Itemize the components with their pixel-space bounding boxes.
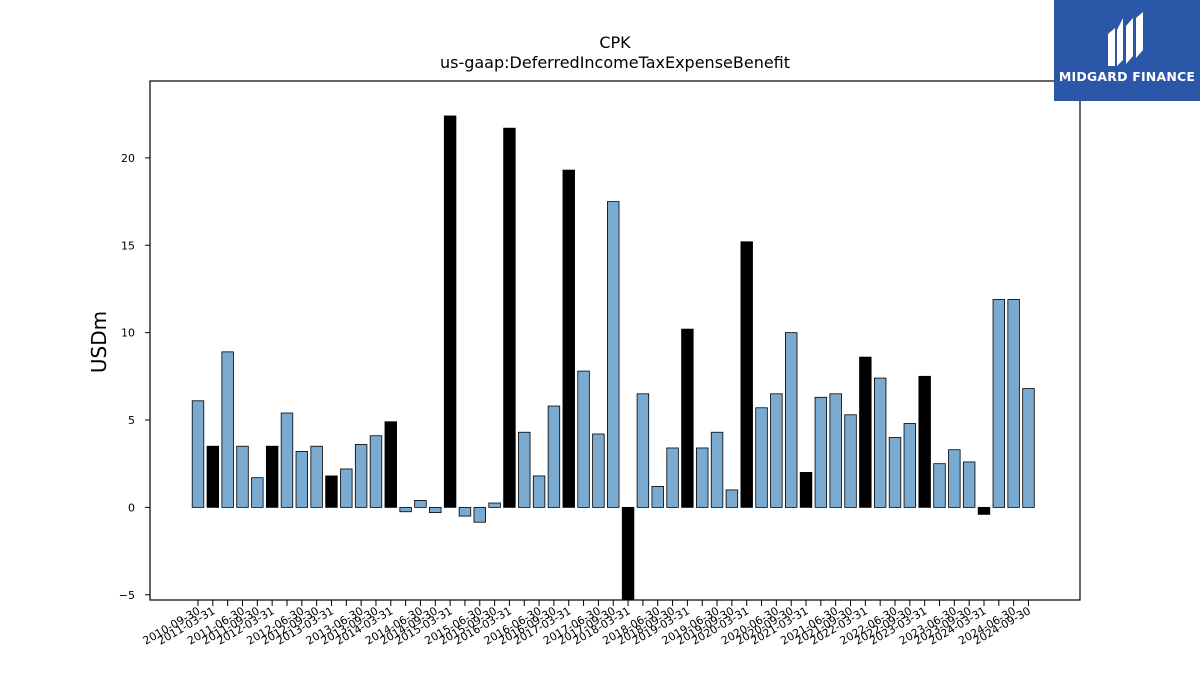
bar-2016-03-31	[518, 431, 531, 508]
bar-2017-06-30	[592, 433, 605, 508]
bar-2016-12-31	[562, 169, 575, 508]
plot-frame	[149, 80, 1081, 601]
bar-2019-06-30	[710, 431, 724, 508]
bar-2013-12-31	[384, 421, 397, 508]
y-tick-label: 5	[128, 414, 135, 427]
bar-2022-03-31	[873, 377, 887, 508]
bar-2023-12-31	[977, 506, 991, 515]
bar-2011-03-31	[221, 351, 234, 508]
bar-2010-12-31	[206, 445, 220, 508]
bar-2015-09-30	[488, 502, 501, 508]
bar-2017-03-31	[577, 370, 590, 508]
bar-2013-03-31	[340, 468, 353, 508]
logo-mark-icon	[1108, 12, 1143, 66]
bar-2014-12-31	[443, 115, 457, 508]
bar-2017-12-31	[621, 506, 635, 601]
bar-2020-12-31	[799, 472, 813, 508]
y-tick-label: 20	[121, 152, 135, 165]
bar-2012-06-30	[295, 451, 309, 508]
bar-2012-12-31	[325, 475, 338, 508]
bar-2013-09-30	[369, 435, 383, 508]
bar-2024-09-30	[1022, 388, 1035, 508]
bar-2022-06-30	[888, 437, 902, 508]
brand-logo: MIDGARD FINANCE	[1054, 0, 1200, 101]
bar-2011-12-31	[265, 445, 279, 508]
bar-2014-06-30	[414, 499, 427, 508]
bar-2019-12-31	[740, 241, 753, 508]
bar-2015-12-31	[503, 127, 516, 508]
bar-2010-09-30	[191, 400, 205, 508]
bar-2021-06-30	[829, 393, 842, 508]
chart-title: CPK	[599, 33, 631, 52]
bar-2014-03-31	[399, 506, 412, 513]
bar-2011-09-30	[251, 477, 264, 508]
y-tick-label: 10	[121, 327, 135, 340]
bar-2021-09-30	[844, 414, 857, 508]
bar-2018-09-30	[666, 447, 679, 508]
bar-2018-06-30	[651, 486, 664, 508]
y-tick-label: −5	[119, 589, 135, 602]
bar-2020-03-31	[755, 407, 768, 508]
bar-2017-09-30	[607, 201, 620, 508]
bar-2023-06-30	[948, 449, 961, 508]
bar-2020-09-30	[785, 332, 798, 508]
bar-2021-03-31	[814, 396, 828, 508]
bar-2024-03-31	[992, 299, 1006, 508]
y-axis-label: USDm	[87, 311, 111, 373]
bar-2023-09-30	[962, 461, 976, 508]
bar-2013-06-30	[354, 444, 368, 508]
bar-2014-09-30	[429, 506, 442, 514]
bar-2012-03-31	[280, 412, 294, 508]
bars-group	[191, 115, 1035, 601]
bar-2016-06-30	[532, 475, 546, 508]
bar-2012-09-30	[310, 445, 323, 508]
logo-text: MIDGARD FINANCE	[1058, 69, 1196, 84]
bar-2018-03-31	[636, 393, 650, 508]
bar-2022-09-30	[903, 423, 917, 508]
bar-2019-09-30	[725, 489, 739, 508]
bar-2023-03-31	[933, 463, 946, 508]
bar-2011-06-30	[236, 445, 249, 508]
bar-2020-06-30	[770, 393, 783, 508]
y-axis: −5 0 5 10 15 20	[119, 152, 150, 602]
bar-2018-12-31	[681, 328, 694, 508]
chart-subtitle: us-gaap:DeferredIncomeTaxExpenseBenefit	[440, 53, 790, 72]
bar-2024-06-30	[1007, 299, 1020, 508]
bar-2019-03-31	[696, 447, 709, 508]
bar-2022-12-31	[918, 375, 931, 508]
y-tick-label: 15	[121, 239, 135, 252]
bar-2015-03-31	[458, 506, 472, 517]
bar-2016-09-30	[547, 405, 561, 508]
bar-2015-06-30	[473, 506, 486, 523]
x-axis: 2010-09-302011-03-312011-06-302011-09-30…	[141, 600, 1033, 648]
y-tick-label: 0	[128, 501, 135, 514]
bar-2021-12-31	[859, 356, 872, 508]
